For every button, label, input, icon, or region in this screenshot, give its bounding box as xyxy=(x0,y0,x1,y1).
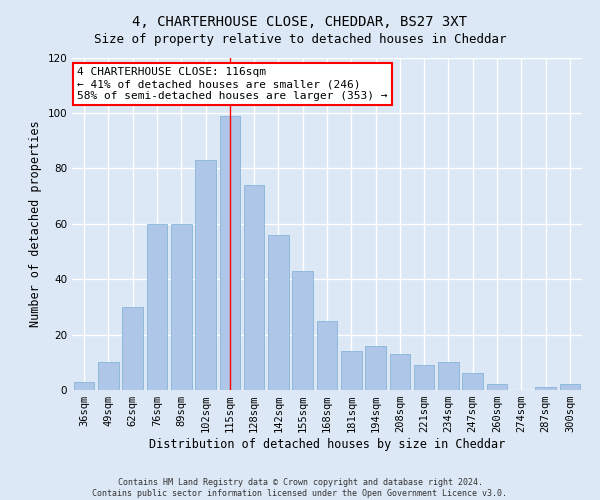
Bar xyxy=(195,160,216,390)
Bar xyxy=(268,235,289,390)
Y-axis label: Number of detached properties: Number of detached properties xyxy=(29,120,42,327)
Text: Size of property relative to detached houses in Cheddar: Size of property relative to detached ho… xyxy=(94,32,506,46)
Bar xyxy=(365,346,386,390)
Text: 4, CHARTERHOUSE CLOSE, CHEDDAR, BS27 3XT: 4, CHARTERHOUSE CLOSE, CHEDDAR, BS27 3XT xyxy=(133,15,467,29)
Bar xyxy=(220,116,240,390)
Text: 4 CHARTERHOUSE CLOSE: 116sqm
← 41% of detached houses are smaller (246)
58% of s: 4 CHARTERHOUSE CLOSE: 116sqm ← 41% of de… xyxy=(77,68,388,100)
Bar xyxy=(122,307,143,390)
Bar xyxy=(487,384,508,390)
Bar xyxy=(317,320,337,390)
Bar xyxy=(98,362,119,390)
X-axis label: Distribution of detached houses by size in Cheddar: Distribution of detached houses by size … xyxy=(149,438,505,451)
Text: Contains HM Land Registry data © Crown copyright and database right 2024.
Contai: Contains HM Land Registry data © Crown c… xyxy=(92,478,508,498)
Bar xyxy=(74,382,94,390)
Bar xyxy=(146,224,167,390)
Bar xyxy=(292,271,313,390)
Bar xyxy=(244,185,265,390)
Bar xyxy=(341,351,362,390)
Bar xyxy=(463,374,483,390)
Bar xyxy=(535,387,556,390)
Bar xyxy=(560,384,580,390)
Bar xyxy=(438,362,459,390)
Bar xyxy=(171,224,191,390)
Bar xyxy=(389,354,410,390)
Bar xyxy=(414,365,434,390)
